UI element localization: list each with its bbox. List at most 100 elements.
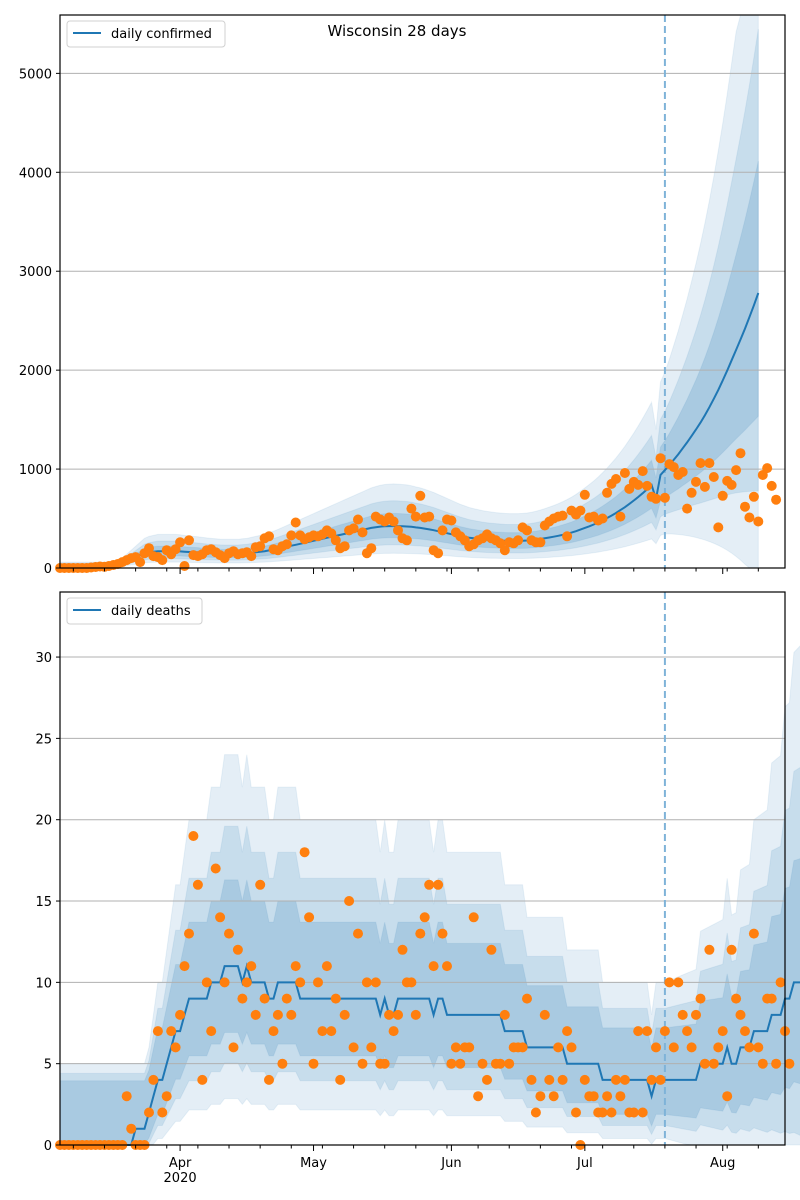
- observed-point: [370, 977, 381, 988]
- observed-point: [628, 1107, 639, 1118]
- observed-point: [664, 977, 675, 988]
- observed-point: [562, 1026, 573, 1037]
- observed-point: [290, 961, 301, 972]
- observed-point: [535, 1091, 546, 1102]
- observed-point: [695, 993, 706, 1004]
- observed-point: [744, 512, 755, 523]
- observed-point: [539, 1009, 550, 1020]
- observed-point: [157, 555, 168, 566]
- observed-point: [161, 1091, 172, 1102]
- observed-point: [348, 523, 359, 534]
- observed-point: [766, 993, 777, 1004]
- observed-point: [762, 463, 773, 474]
- observed-point: [446, 515, 457, 526]
- observed-point: [722, 1091, 733, 1102]
- observed-point: [704, 944, 715, 955]
- observed-point: [259, 993, 270, 1004]
- y-tick-label: 5000: [19, 67, 52, 82]
- observed-point: [264, 1074, 274, 1085]
- observed-point: [397, 944, 408, 955]
- observed-point: [339, 541, 350, 552]
- observed-point: [708, 472, 719, 482]
- observed-point: [290, 517, 301, 528]
- observed-point: [419, 912, 430, 923]
- observed-point: [686, 487, 697, 498]
- observed-point: [201, 977, 212, 988]
- observed-point: [357, 527, 368, 538]
- observed-point: [188, 831, 199, 841]
- observed-point: [450, 1042, 461, 1053]
- observed-point: [268, 1026, 279, 1037]
- observed-point: [321, 961, 332, 972]
- observed-point: [766, 480, 777, 491]
- observed-point: [619, 1074, 630, 1085]
- observed-point: [175, 1009, 186, 1020]
- y-tick-label: 1000: [19, 463, 52, 478]
- observed-point: [535, 537, 546, 548]
- observed-point: [197, 1074, 208, 1085]
- observed-point: [232, 944, 243, 955]
- observed-point: [388, 1026, 399, 1037]
- observed-point: [170, 1042, 181, 1053]
- observed-point: [477, 1058, 488, 1069]
- observed-point: [611, 1074, 621, 1085]
- observed-point: [215, 912, 226, 923]
- observed-point: [504, 1058, 515, 1069]
- y-tick-label: 0: [44, 1139, 52, 1154]
- uncertainty-band-2: [59, 28, 759, 569]
- observed-point: [330, 993, 341, 1004]
- observed-point: [659, 1026, 670, 1037]
- observed-point: [637, 1107, 648, 1118]
- observed-point: [339, 1009, 350, 1020]
- observed-point: [157, 1107, 168, 1118]
- observed-point: [255, 541, 266, 552]
- observed-point: [482, 1074, 492, 1085]
- observed-point: [775, 977, 786, 988]
- observed-point: [557, 510, 568, 521]
- deaths-y-ticks: 0 5 10 15 20 25 30: [35, 651, 60, 1154]
- observed-point: [468, 912, 479, 923]
- observed-point: [224, 928, 234, 939]
- observed-point: [353, 514, 363, 525]
- observed-point: [642, 480, 653, 491]
- observed-point: [740, 501, 750, 512]
- observed-point: [566, 1042, 577, 1053]
- observed-point: [121, 1091, 132, 1102]
- observed-point: [415, 928, 426, 939]
- observed-point: [646, 1074, 657, 1085]
- observed-point: [731, 993, 742, 1004]
- observed-point: [286, 1009, 297, 1020]
- observed-point: [495, 1058, 506, 1069]
- observed-point: [704, 458, 715, 469]
- x-tick-label: Aug: [710, 1156, 735, 1171]
- observed-point: [713, 1042, 724, 1053]
- observed-point: [464, 1042, 475, 1053]
- observed-point: [699, 481, 710, 492]
- observed-point: [575, 505, 586, 516]
- observed-point: [228, 1042, 239, 1053]
- y-tick-label: 15: [35, 895, 52, 910]
- deaths-legend: daily deaths: [66, 597, 203, 625]
- observed-point: [744, 1042, 755, 1053]
- confirmed-uncertainty-bands: [59, 14, 759, 569]
- x-tick-label: May: [300, 1156, 327, 1171]
- y-tick-label: 20: [35, 814, 52, 829]
- observed-point: [615, 511, 626, 522]
- observed-point: [473, 1091, 484, 1102]
- observed-point: [548, 1091, 559, 1102]
- observed-point: [326, 1026, 337, 1037]
- observed-point: [246, 961, 257, 972]
- confirmed-legend: daily confirmed: [66, 20, 226, 48]
- observed-point: [557, 1074, 568, 1085]
- observed-point: [281, 993, 292, 1004]
- observed-point: [295, 977, 306, 988]
- observed-point: [437, 928, 448, 939]
- observed-point: [415, 490, 426, 501]
- observed-point: [633, 1026, 644, 1037]
- chart-title: Wisconsin 28 days: [328, 22, 467, 40]
- observed-point: [619, 468, 630, 478]
- uncertainty-band-2: [59, 766, 800, 1146]
- observed-point: [499, 545, 510, 556]
- observed-point: [691, 1009, 701, 1020]
